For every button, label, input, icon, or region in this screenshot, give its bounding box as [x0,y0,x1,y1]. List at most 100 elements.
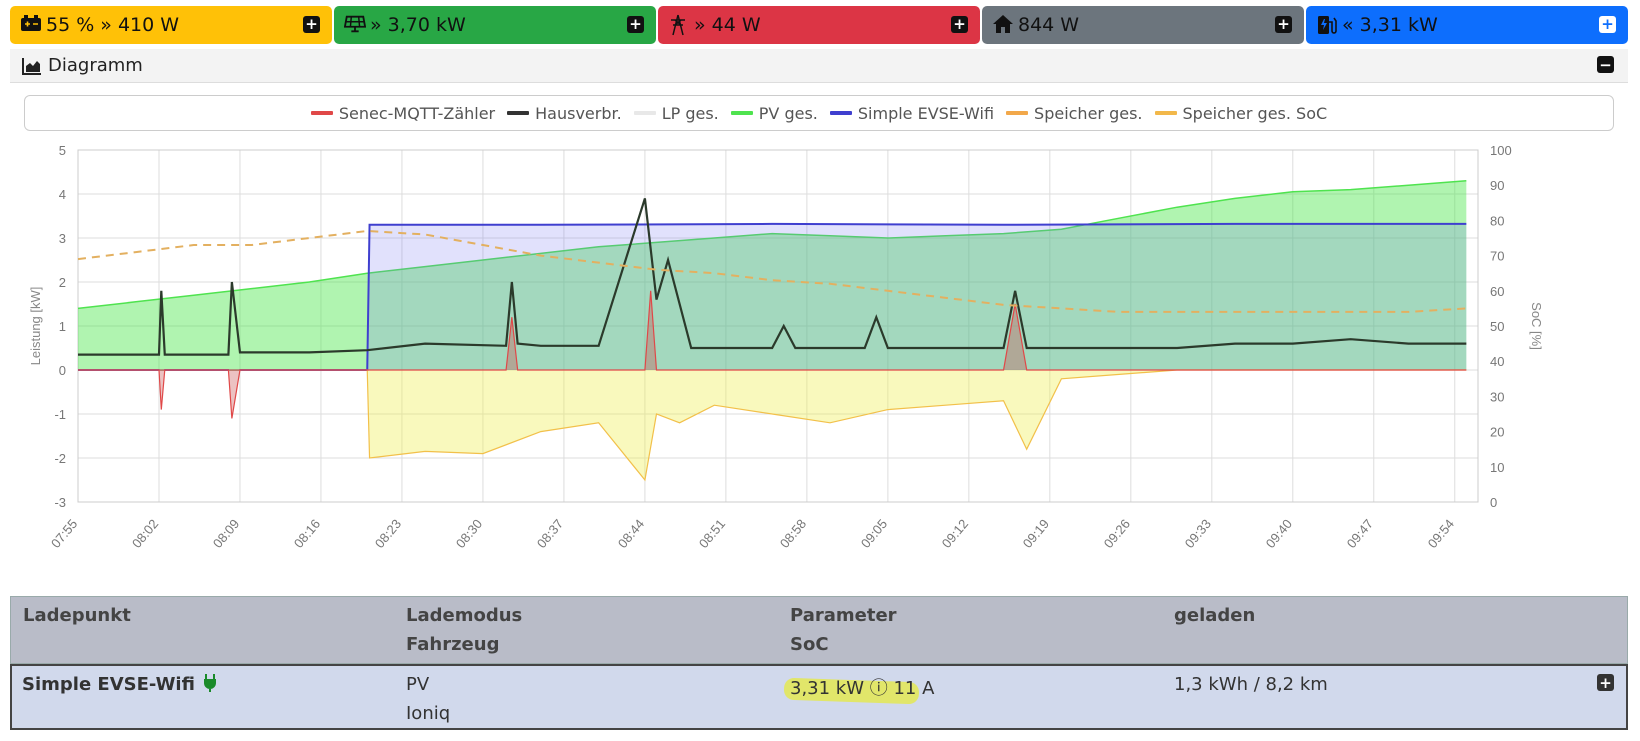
legend-item[interactable]: Senec-MQTT-Zähler [310,103,496,123]
header-fahrzeug: Fahrzeug [406,634,500,655]
chargepoint-table: Ladepunkt Lademodus Fahrzeug Parameter S… [10,596,1628,730]
legend-item[interactable]: PV ges. [730,104,818,123]
status-tile-pv-value: » 3,70 kW [370,14,466,36]
x-tick-label: 08:30 [453,516,485,551]
x-tick-label: 09:54 [1425,516,1457,551]
x-tick-label: 08:16 [291,516,323,551]
chargepoint-name: Simple EVSE-Wifi [22,674,195,695]
y2-tick-label: 70 [1490,249,1504,264]
y-tick-label: 0 [59,363,66,378]
legend-swatch [829,111,852,115]
y2-tick-label: 80 [1490,213,1504,228]
y2-tick-label: 60 [1490,284,1504,299]
y-tick-label: 2 [59,275,66,290]
x-tick-label: 07:55 [48,516,80,551]
legend-label: Speicher ges. SoC [1182,103,1328,123]
series-area-speicher-ges- [78,370,1467,480]
chart-legend: Senec-MQTT-Zähler Hausverbr. LP ges. PV ges… [24,95,1614,131]
series-line-hausverbr- [78,198,1467,356]
status-tile-battery[interactable]: 55 % » 410 W + [10,6,332,44]
diagram-header[interactable]: Diagramm − [10,49,1628,83]
y-tick-label: 3 [59,231,66,246]
y2-tick-label: 90 [1490,178,1504,193]
legend-label: Hausverbr. [535,103,622,123]
plug-icon [203,674,217,697]
header-lademodus: Lademodus [406,605,523,626]
diagram-title: Diagramm [48,55,143,76]
table-header: Ladepunkt Lademodus Fahrzeug Parameter S… [10,596,1628,664]
legend-swatch [730,111,753,115]
status-tile-grid-value: » 44 W [694,14,761,36]
y-tick-label: 4 [59,187,66,202]
y-axis-label: Leistung [kW] [28,287,43,366]
header-ladepunkt: Ladepunkt [23,605,131,626]
expand-chargepoint-button[interactable]: + [1599,16,1616,33]
expand-house-button[interactable]: + [1275,16,1292,33]
status-tile-house[interactable]: 844 W + [982,6,1304,44]
charge-mode[interactable]: PV [406,674,430,695]
status-tile-battery-value: 55 % » 410 W [46,14,180,36]
status-tile-pv[interactable]: » 3,70 kW + [334,6,656,44]
x-tick-label: 08:51 [696,516,728,551]
legend-label: Speicher ges. [1034,103,1143,123]
legend-swatch [1154,111,1177,115]
x-tick-label: 09:40 [1263,516,1295,551]
y-tick-label: 1 [59,319,66,334]
status-tile-chargepoint-value: « 3,31 kW [1342,14,1438,36]
legend-label: LP ges. [661,103,719,123]
battery-icon [20,14,42,36]
y2-tick-label: 40 [1490,354,1504,369]
expand-pv-button[interactable]: + [627,16,644,33]
series-line-speicher-ges-soc [77,229,1467,313]
y-tick-label: -3 [54,495,66,510]
status-bar: 55 % » 410 W +» 3,70 kW +» 44 W +844 W + « 3,… [10,6,1628,44]
table-row[interactable]: Simple EVSE-Wifi PV Ioniq 3,31 kW ⓘ 11 A… [10,664,1628,730]
x-tick-label: 08:58 [777,516,809,551]
status-tile-house-value: 844 W [1018,14,1080,36]
header-geladen: geladen [1174,605,1256,626]
legend-item[interactable]: Hausverbr. [507,104,622,123]
status-tile-grid[interactable]: » 44 W + [658,6,980,44]
y2-tick-label: 0 [1490,495,1497,510]
expand-battery-button[interactable]: + [303,16,320,33]
x-tick-label: 08:02 [129,516,161,551]
legend-item[interactable]: Simple EVSE-Wifi [829,103,995,123]
series-area-simple-evse-wifi [78,223,1467,370]
legend-swatch [1006,111,1029,115]
header-soc: SoC [790,634,829,655]
legend-label: Simple EVSE-Wifi [857,103,995,123]
y2-tick-label: 10 [1490,460,1504,475]
legend-item[interactable]: LP ges. [633,103,719,123]
x-tick-label: 08:37 [534,516,566,551]
legend-item[interactable]: Speicher ges. [1006,103,1143,123]
legend-swatch [507,111,530,115]
status-tile-chargepoint[interactable]: « 3,31 kW + [1306,6,1628,44]
legend-item[interactable]: Speicher ges. SoC [1154,103,1328,123]
charging-station-icon [1316,14,1338,36]
x-tick-label: 09:33 [1182,516,1214,551]
charged-amount: 1,3 kWh / 8,2 km [1174,674,1328,695]
house-icon [992,14,1014,36]
vehicle-name: Ioniq [406,703,451,724]
expand-row-button[interactable]: + [1597,674,1614,692]
expand-grid-button[interactable]: + [951,16,968,33]
legend-swatch [633,111,656,115]
series-line-simple-evse-wifi [78,222,1467,371]
plot-frame [77,149,1479,503]
series-line-pv-ges- [77,180,1467,310]
x-tick-label: 08:44 [615,516,647,551]
y-tick-label: -1 [54,407,66,422]
collapse-diagram-button[interactable]: − [1597,56,1614,74]
y-tick-label: 5 [59,143,66,158]
chart-area-icon [22,57,42,75]
solar-panel-icon [344,14,366,36]
x-tick-label: 09:47 [1344,516,1376,551]
legend-label: Senec-MQTT-Zähler [338,103,496,123]
series-area-pv-ges- [78,180,1467,370]
x-tick-label: 08:09 [210,516,242,551]
legend-swatch [310,111,333,115]
x-tick-label: 09:19 [1020,516,1052,551]
y2-tick-label: 50 [1490,319,1504,334]
charge-parameter: 3,31 kW ⓘ 11 A [790,678,935,699]
